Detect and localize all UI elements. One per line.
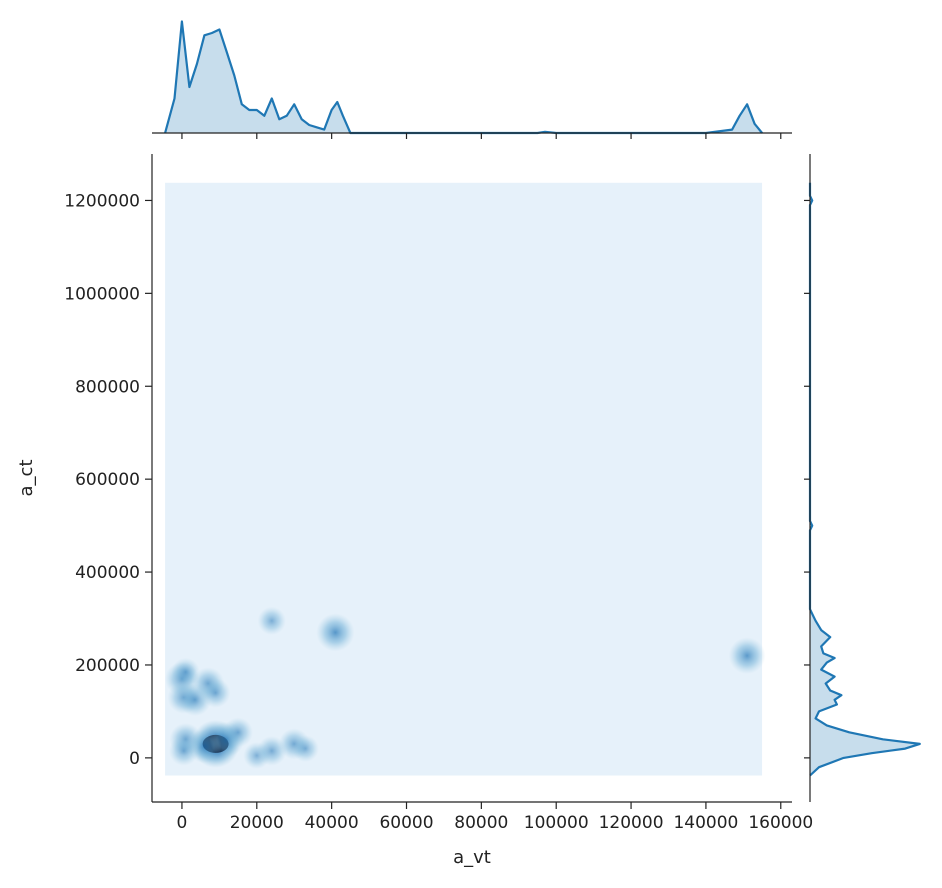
x-axis-label: a_vt xyxy=(453,847,491,868)
x-marginal-fill xyxy=(165,21,763,133)
y-tick-label-3: 600000 xyxy=(75,470,140,490)
x-tick-label-1: 20000 xyxy=(230,813,284,833)
y-tick-label-0: 0 xyxy=(129,749,140,769)
y-tick-label-4: 800000 xyxy=(75,377,140,397)
x-tick-label-0: 0 xyxy=(177,813,188,833)
x-tick-label-4: 80000 xyxy=(454,813,508,833)
density-cluster-5 xyxy=(168,736,199,766)
density-cluster-16 xyxy=(257,606,286,636)
y-axis-label: a_ct xyxy=(16,460,37,497)
density-cluster-15 xyxy=(200,677,231,708)
density-cluster-17 xyxy=(316,613,355,652)
y-marginal-kde-line xyxy=(808,182,921,777)
x-tick-label-7: 140000 xyxy=(673,813,738,833)
y-tick-label-1: 200000 xyxy=(75,656,140,676)
y-tick-label-5: 1000000 xyxy=(64,284,140,304)
density-background xyxy=(165,182,763,776)
x-tick-label-2: 40000 xyxy=(305,813,359,833)
y-tick-label-2: 400000 xyxy=(75,563,140,583)
density-cluster-9 xyxy=(291,735,319,763)
x-tick-label-3: 60000 xyxy=(379,813,433,833)
x-tick-label-6: 120000 xyxy=(599,813,664,833)
density-cluster-2 xyxy=(223,717,253,748)
x-tick-label-8: 160000 xyxy=(748,813,813,833)
y-tick-label-6: 1200000 xyxy=(64,191,140,211)
x-tick-label-5: 100000 xyxy=(524,813,589,833)
density-cluster-18 xyxy=(728,637,766,675)
